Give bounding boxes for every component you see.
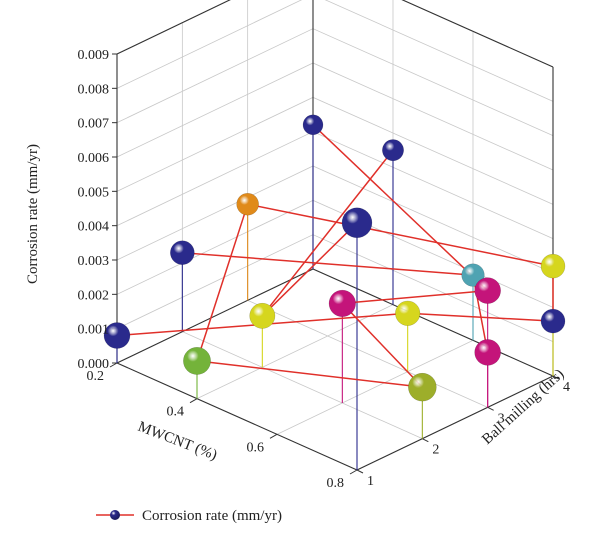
x-axis-title: MWCNT (%) xyxy=(136,419,220,464)
top-left-edge xyxy=(116,0,231,55)
y-axis-line xyxy=(356,375,554,471)
x-tick-label: 0.6 xyxy=(247,440,265,455)
connection-line xyxy=(196,360,423,388)
y-tick xyxy=(422,438,429,443)
x-tick xyxy=(189,398,198,404)
data-point xyxy=(341,207,373,239)
left-wall xyxy=(117,0,313,363)
legend-label: Corrosion rate (mm/yr) xyxy=(142,508,282,524)
floor-left-edge xyxy=(116,268,314,364)
y-tick-label: 1 xyxy=(367,474,374,489)
data-point xyxy=(170,240,195,265)
chart-points xyxy=(103,114,566,402)
chart-connection-lines xyxy=(116,124,554,388)
top-back-edge xyxy=(401,0,554,68)
z-tick-label: 0.001 xyxy=(78,323,110,338)
z-tick-label: 0.006 xyxy=(78,151,110,166)
y-tick-label: 4 xyxy=(563,380,570,395)
y-axis-title: Ball milling (hrs) xyxy=(479,366,567,448)
data-point xyxy=(540,308,566,334)
z-tick-label: 0.002 xyxy=(78,288,110,303)
y-tick xyxy=(552,375,560,380)
x-tick-label: 0.4 xyxy=(167,405,185,420)
x-tick-label: 0.8 xyxy=(327,476,345,491)
data-point xyxy=(408,372,437,402)
x-tick xyxy=(269,433,278,439)
x-tick xyxy=(349,469,358,475)
x-axis-line xyxy=(116,362,358,471)
chart-tick-labels: 0.000 0.001 0.002 0.003 0.004 0.005 0.006 0.007… xyxy=(78,48,571,491)
z-tick-label: 0.005 xyxy=(78,185,110,200)
data-point xyxy=(183,346,211,375)
data-point xyxy=(461,263,485,287)
z-tick-label: 0.000 xyxy=(78,357,110,372)
data-point xyxy=(328,289,356,318)
z-tick-label: 0.003 xyxy=(78,254,110,269)
y-tick xyxy=(487,406,494,411)
data-point xyxy=(540,253,566,279)
connection-line xyxy=(312,124,489,292)
connection-line xyxy=(261,222,358,317)
y-tick-label: 3 xyxy=(498,411,505,426)
data-point xyxy=(302,114,324,136)
data-point xyxy=(395,300,421,326)
z-tick-label: 0.004 xyxy=(78,220,110,235)
z-axis-title: Corrosion rate (mm/yr) xyxy=(25,144,41,284)
legend-marker xyxy=(110,510,120,520)
x-tick-label: 0.2 xyxy=(87,369,105,384)
legend: Corrosion rate (mm/yr) xyxy=(96,508,282,524)
data-point xyxy=(236,192,259,216)
x-tick xyxy=(109,362,118,368)
y-tick-label: 2 xyxy=(432,443,439,458)
connection-line xyxy=(342,289,488,305)
data-point xyxy=(103,322,131,349)
data-point xyxy=(382,139,404,162)
y-tick xyxy=(356,469,364,474)
connection-line xyxy=(261,149,394,317)
connection-line xyxy=(196,203,249,362)
data-point xyxy=(474,277,501,304)
floor-back-edge xyxy=(312,268,554,377)
z-tick-label: 0.008 xyxy=(78,82,110,97)
connection-line xyxy=(341,302,423,388)
data-point xyxy=(474,339,501,366)
data-point xyxy=(249,302,276,329)
connection-line xyxy=(247,203,554,267)
z-tick-label: 0.007 xyxy=(78,117,110,132)
z-tick-label: 0.009 xyxy=(78,48,110,63)
